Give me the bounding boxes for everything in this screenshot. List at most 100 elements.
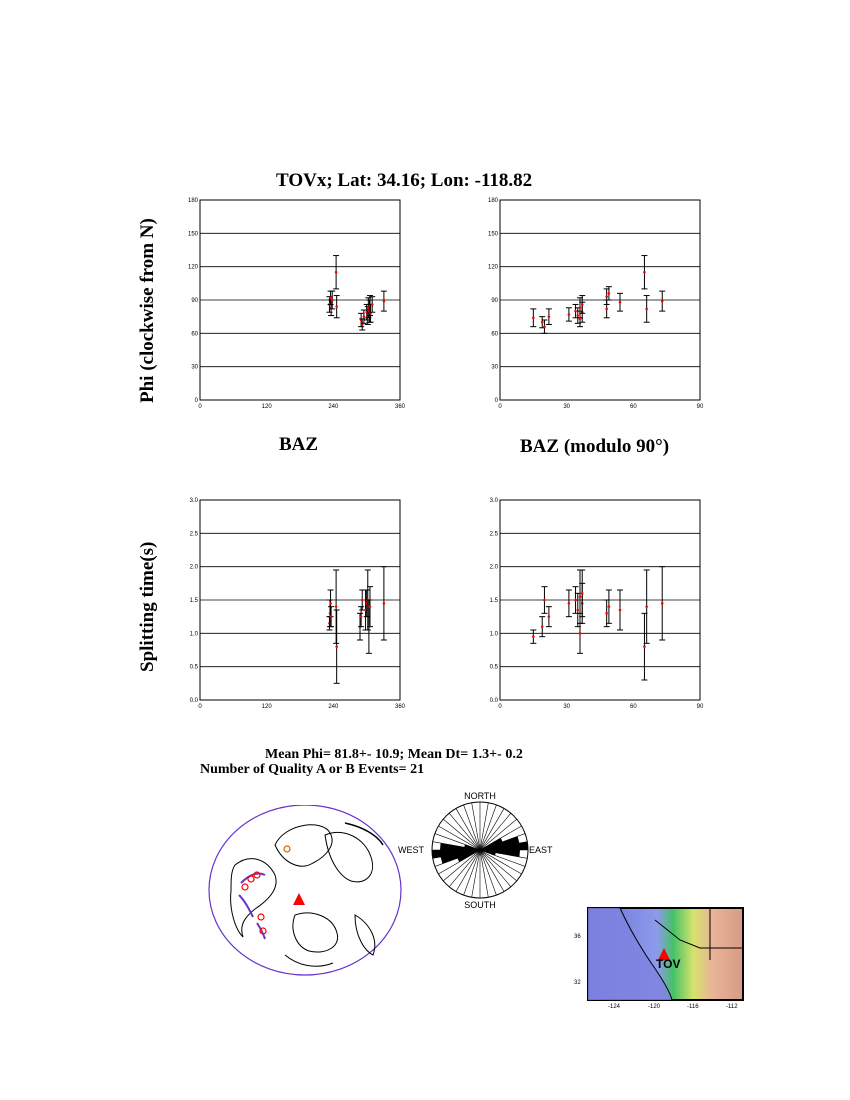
event-marker <box>253 871 261 879</box>
y-tick-label: 2.5 <box>190 531 199 537</box>
rose-petal <box>432 850 480 859</box>
data-point <box>543 598 546 602</box>
y-tick-label: 0 <box>495 398 499 404</box>
landmass-outline <box>274 824 333 867</box>
y-axis-label-dt: Splitting time(s) <box>137 541 158 672</box>
y-tick-label: 1.5 <box>490 598 499 604</box>
y-tick-label: 180 <box>488 198 499 204</box>
data-point <box>335 305 338 308</box>
data-point <box>540 320 544 324</box>
landmass-outline <box>230 858 277 938</box>
lon-tick-label: -120 <box>648 1004 661 1010</box>
data-point <box>335 645 338 648</box>
phi-vs-baz-chart: 0 30 60 90 120 150 180 0 120 240 360 <box>188 198 406 410</box>
phi-vs-baz-mod90-chart: 0 30 60 90 120 150 180 0 30 60 90 <box>488 198 704 410</box>
rose-label-south: SOUTH <box>464 900 496 910</box>
y-tick-label: 90 <box>191 298 198 304</box>
station-triangle <box>658 948 670 960</box>
plot-frame <box>499 199 701 401</box>
globe-event-map <box>208 805 402 976</box>
data-point <box>645 307 648 311</box>
rose-petal <box>464 844 480 850</box>
data-point <box>578 306 582 310</box>
data-point <box>359 615 363 618</box>
data-point <box>329 602 332 605</box>
rose-petal <box>480 841 528 850</box>
lat-tick-label: 32 <box>574 980 581 986</box>
y-tick-label: 60 <box>491 331 498 337</box>
border-lines <box>654 908 743 960</box>
station-label: TOV <box>656 957 680 971</box>
x-tick-label: 30 <box>563 404 570 410</box>
data-point <box>330 298 334 302</box>
rose-label-west: WEST <box>398 845 425 855</box>
rose-petal <box>480 850 520 857</box>
ocean-area <box>588 908 672 1000</box>
data-point <box>532 635 535 638</box>
lon-tick-label: -112 <box>726 1004 738 1010</box>
x-tick-label: 60 <box>630 704 637 710</box>
data-point <box>329 615 333 618</box>
data-point <box>605 612 608 615</box>
y-tick-label: 30 <box>491 365 498 371</box>
data-point <box>547 615 551 618</box>
data-point <box>607 292 611 295</box>
dt-vs-baz-chart: 0.0 0.5 1.0 1.5 2.0 2.5 3.0 0 120 240 360 <box>190 498 406 710</box>
data-point <box>334 605 338 608</box>
data-point <box>643 645 646 648</box>
data-point <box>370 303 374 306</box>
y-tick-label: 0 <box>195 398 199 404</box>
data-point <box>540 625 544 628</box>
data-point <box>567 313 571 316</box>
y-tick-label: 180 <box>188 198 199 204</box>
landmass-outline <box>354 914 376 956</box>
y-tick-label: 90 <box>491 298 498 304</box>
x-tick-label: 0 <box>198 704 202 710</box>
y-tick-label: 0.5 <box>190 665 199 671</box>
data-point <box>645 605 648 608</box>
x-tick-label: 0 <box>498 404 502 410</box>
y-tick-label: 1.0 <box>190 631 199 637</box>
coastline <box>619 907 673 1001</box>
x-axis-label-baz: BAZ <box>279 434 319 455</box>
data-point <box>580 303 584 306</box>
data-point <box>580 592 584 595</box>
x-tick-label: 360 <box>395 704 406 710</box>
plot-frame <box>199 499 401 701</box>
data-point <box>607 605 611 608</box>
x-tick-label: 120 <box>262 404 273 410</box>
x-tick-label: 90 <box>697 704 704 710</box>
data-point <box>618 608 622 612</box>
globe-outline <box>208 805 402 976</box>
data-point <box>660 299 664 303</box>
y-tick-label: 0.0 <box>490 698 499 704</box>
data-point <box>532 316 535 320</box>
y-tick-label: 1.0 <box>490 631 499 637</box>
event-marker <box>283 845 291 853</box>
x-tick-label: 240 <box>328 404 339 410</box>
data-point <box>362 315 366 318</box>
y-tick-label: 3.0 <box>190 498 199 504</box>
rose-label-north: NORTH <box>464 791 496 801</box>
y-tick-label: 120 <box>488 265 499 271</box>
plot-frame <box>499 499 701 701</box>
x-tick-label: 240 <box>328 704 339 710</box>
x-tick-label: 60 <box>630 404 637 410</box>
y-tick-label: 60 <box>191 331 198 337</box>
x-tick-label: 0 <box>198 404 202 410</box>
rose-petal <box>480 836 520 850</box>
y-tick-label: 120 <box>188 265 199 271</box>
landmass-outline <box>284 954 334 967</box>
data-point <box>605 295 608 298</box>
inset-regional-map: TOV 36 32 -124 -120 -116 -112 <box>574 907 744 1010</box>
event-count-text: Number of Quality A or B Events= 21 <box>200 762 425 777</box>
x-tick-label: 90 <box>697 404 704 410</box>
x-tick-label: 30 <box>563 704 570 710</box>
data-point <box>360 598 364 602</box>
lon-tick-label: -124 <box>608 1004 621 1010</box>
landmass-outline <box>324 832 373 883</box>
data-point <box>576 314 580 317</box>
y-tick-label: 3.0 <box>490 498 499 504</box>
y-tick-label: 1.5 <box>190 598 199 604</box>
dt-vs-baz-mod90-chart: 0.0 0.5 1.0 1.5 2.0 2.5 3.0 0 30 60 90 <box>490 498 704 710</box>
